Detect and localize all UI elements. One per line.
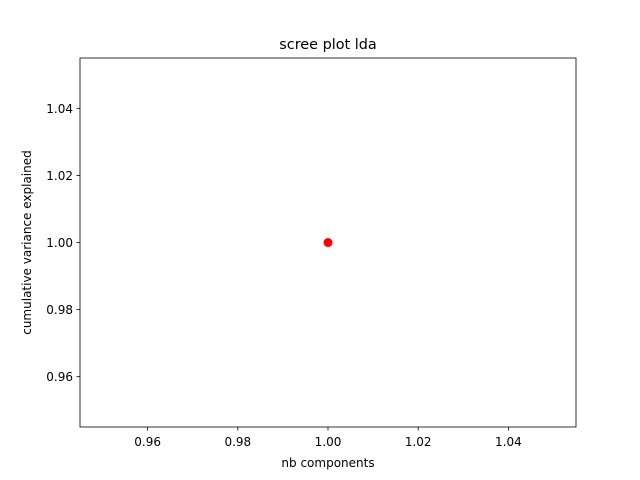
y-axis-ticks: 0.96 0.98 1.00 1.02 1.04 <box>46 102 80 384</box>
x-tick-label: 1.04 <box>495 435 522 449</box>
x-tick-label: 1.02 <box>405 435 432 449</box>
x-axis-ticks: 0.96 0.98 1.00 1.02 1.04 <box>134 427 522 449</box>
data-point <box>323 238 333 247</box>
y-axis-label: cumulative variance explained <box>20 150 34 335</box>
y-tick-label: 1.04 <box>46 102 73 116</box>
y-tick-label: 0.98 <box>46 303 73 317</box>
plot-frame <box>79 57 577 428</box>
y-tick-label: 1.02 <box>46 169 73 183</box>
chart-title: scree plot lda <box>279 37 376 53</box>
y-tick-label: 1.00 <box>46 236 73 250</box>
data-points <box>323 238 333 247</box>
x-axis-label: nb components <box>281 456 374 470</box>
x-tick-label: 0.96 <box>134 435 161 449</box>
x-tick-label: 1.00 <box>315 435 342 449</box>
y-tick-label: 0.96 <box>46 370 73 384</box>
x-tick-label: 0.98 <box>224 435 251 449</box>
